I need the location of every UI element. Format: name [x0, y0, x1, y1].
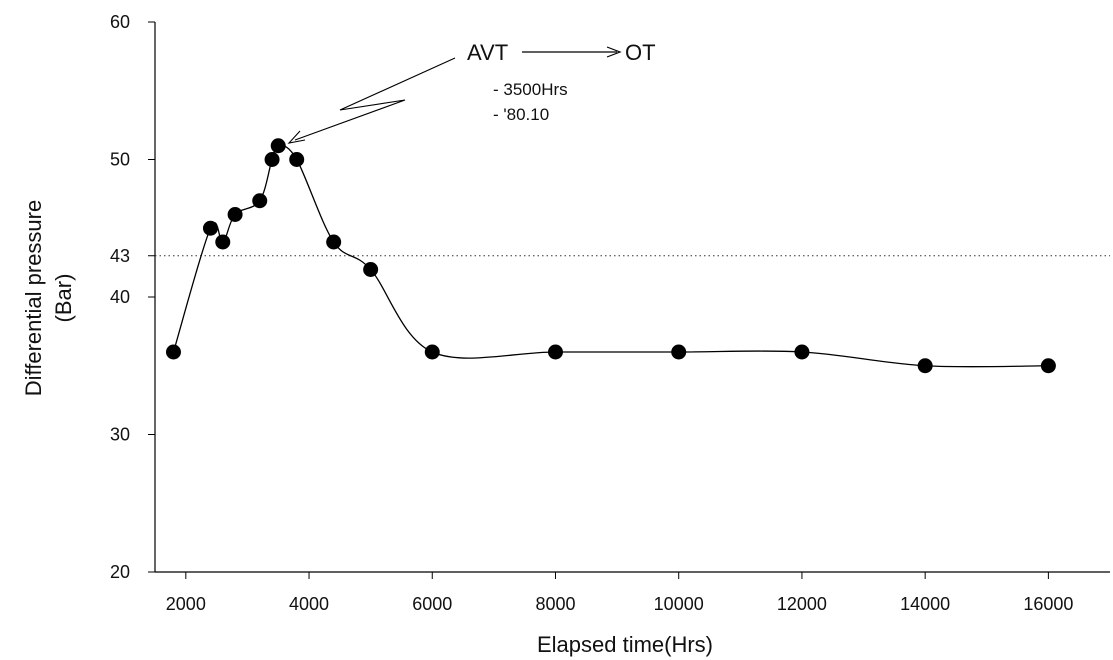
y-tick-label: 30 — [110, 425, 130, 445]
annotation-leader-head — [287, 130, 306, 144]
data-point — [202, 220, 218, 236]
annotation-line-2: - '80.10 — [493, 105, 549, 124]
annotation-line-1: - 3500Hrs — [493, 80, 568, 99]
series-line — [172, 144, 1049, 368]
x-tick-label: 4000 — [289, 594, 329, 614]
data-point — [424, 344, 440, 360]
x-tick-label: 8000 — [535, 594, 575, 614]
axis-titles: Elapsed time(Hrs) Differential pressure … — [21, 200, 713, 657]
data-point — [270, 138, 286, 154]
x-tick-label: 6000 — [412, 594, 452, 614]
x-tick-label: 2000 — [166, 594, 206, 614]
data-point — [794, 344, 810, 360]
annotation-arrow-head — [606, 46, 622, 58]
ticks: 2000 4000 6000 8000 10000 12000 14000 16000 20 30… — [110, 12, 1073, 614]
x-tick-label: 14000 — [900, 594, 950, 614]
data-point — [917, 358, 933, 374]
data-point — [326, 234, 342, 250]
data-point — [547, 344, 563, 360]
data-point — [289, 152, 305, 167]
annotation-leader — [294, 57, 456, 141]
y-tick-label: 20 — [110, 562, 130, 582]
data-point — [227, 207, 243, 222]
x-tick-label: 16000 — [1023, 594, 1073, 614]
x-tick-label: 12000 — [777, 594, 827, 614]
data-point — [252, 193, 268, 209]
y-tick-label: 40 — [110, 287, 130, 307]
y-axis-title-line-2: (Bar) — [51, 274, 76, 323]
data-point — [215, 234, 231, 250]
x-tick-label: 10000 — [654, 594, 704, 614]
x-axis-title: Elapsed time(Hrs) — [537, 632, 713, 657]
y-tick-label: 43 — [110, 246, 130, 266]
data-point — [363, 262, 379, 277]
data-point — [1040, 358, 1056, 374]
data-points — [165, 138, 1056, 374]
data-point — [165, 344, 181, 360]
y-tick-label: 50 — [110, 150, 130, 170]
data-point — [671, 344, 687, 360]
annotation-to: OT — [625, 40, 656, 65]
y-tick-label: 60 — [110, 12, 130, 32]
annotation: AVT OT - 3500Hrs - '80.10 — [287, 40, 656, 144]
y-axis-title-line-1: Differential pressure — [21, 200, 46, 396]
data-point — [264, 152, 280, 167]
axes — [154, 22, 1110, 573]
annotation-from: AVT — [467, 40, 508, 65]
